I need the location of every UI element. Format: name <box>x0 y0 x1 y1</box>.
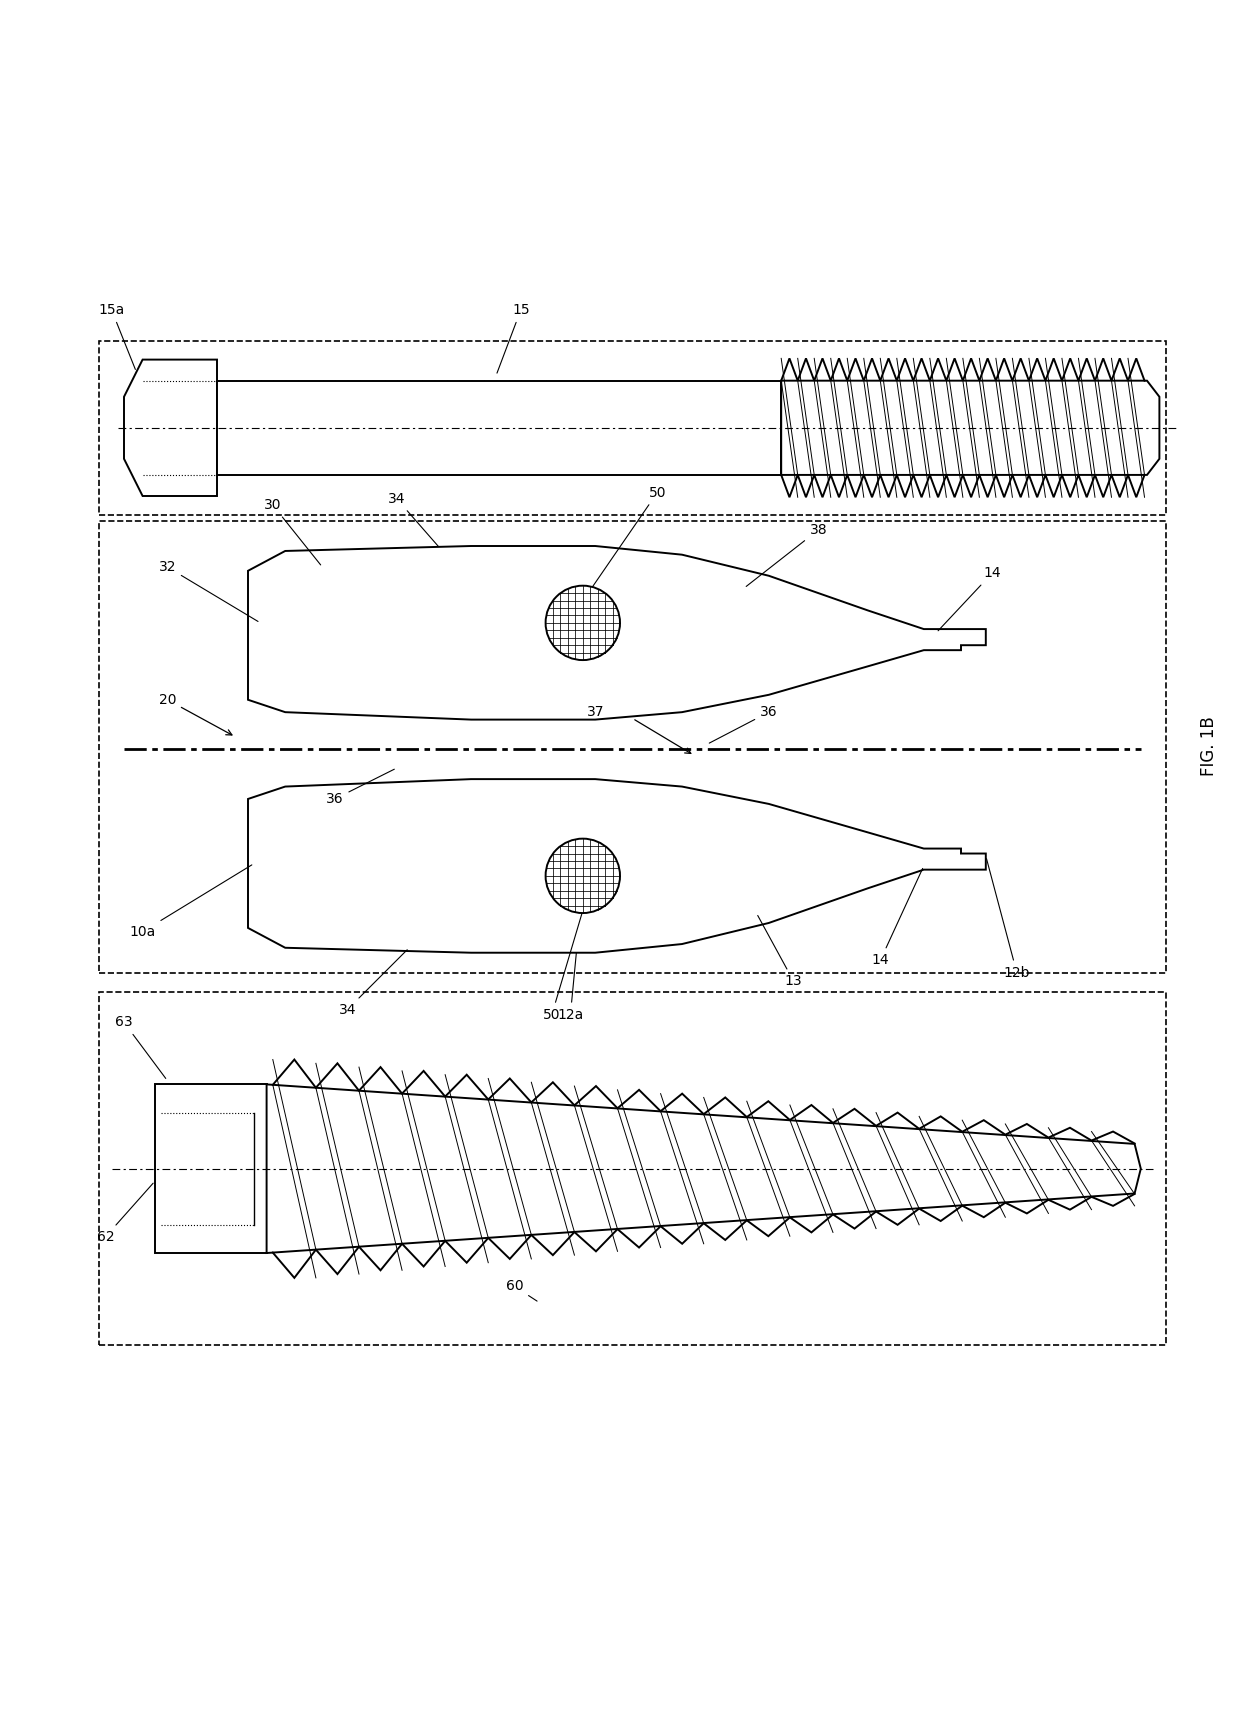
Text: 13: 13 <box>758 915 802 988</box>
Polygon shape <box>267 1085 1141 1253</box>
Polygon shape <box>248 779 986 953</box>
Text: FIG. 1B: FIG. 1B <box>1200 717 1218 776</box>
Circle shape <box>546 585 620 660</box>
Text: 50: 50 <box>590 486 666 590</box>
Text: 36: 36 <box>709 705 777 743</box>
Text: 62: 62 <box>97 1184 154 1245</box>
Text: 14: 14 <box>872 868 923 967</box>
Polygon shape <box>155 1085 267 1253</box>
Polygon shape <box>248 547 986 720</box>
Text: 15a: 15a <box>98 304 135 370</box>
Text: 30: 30 <box>264 498 321 564</box>
Text: 50: 50 <box>543 913 582 1023</box>
Text: 10a: 10a <box>129 865 252 939</box>
Circle shape <box>546 838 620 913</box>
Text: 38: 38 <box>746 523 827 587</box>
Text: 34: 34 <box>339 950 407 1017</box>
Text: 32: 32 <box>159 561 258 621</box>
Text: 63: 63 <box>115 1016 166 1078</box>
Bar <box>99 340 1166 514</box>
Polygon shape <box>124 359 217 496</box>
Text: 20: 20 <box>159 693 232 734</box>
Polygon shape <box>781 380 1159 476</box>
Text: 34: 34 <box>388 491 439 547</box>
Text: 36: 36 <box>326 769 394 806</box>
Polygon shape <box>217 380 781 476</box>
Text: 15: 15 <box>497 304 529 373</box>
Text: 12b: 12b <box>987 859 1030 979</box>
Text: 60: 60 <box>506 1279 537 1300</box>
Text: 14: 14 <box>939 566 1001 630</box>
Text: 12a: 12a <box>557 953 584 1023</box>
Text: 37: 37 <box>587 705 604 719</box>
Bar <box>99 991 1166 1345</box>
Bar <box>99 521 1166 974</box>
